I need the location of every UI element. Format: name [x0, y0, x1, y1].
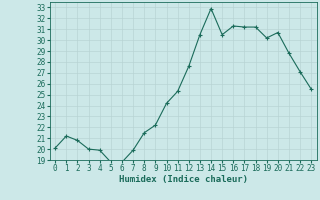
X-axis label: Humidex (Indice chaleur): Humidex (Indice chaleur) [119, 175, 248, 184]
